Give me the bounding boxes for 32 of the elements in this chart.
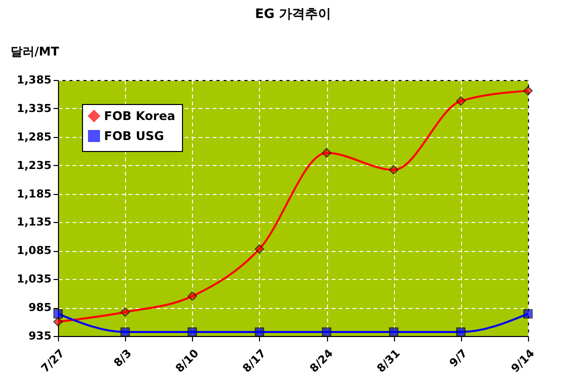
point	[389, 165, 398, 175]
y-tick-label: 1,085	[16, 244, 52, 258]
y-tick-label: 1,135	[16, 216, 52, 229]
x-tick-label: 9/7	[446, 346, 470, 370]
y-tick-label: 1,385	[16, 74, 52, 86]
point	[456, 327, 466, 337]
point	[120, 307, 130, 317]
y-tick-label: 1,285	[16, 130, 52, 144]
point	[188, 291, 197, 301]
point	[53, 309, 63, 318]
point	[523, 309, 533, 318]
legend-label: FOB USG	[104, 129, 164, 143]
y-tick-label: 1,335	[16, 102, 52, 115]
point	[322, 327, 332, 337]
y-tick-label: 1,185	[16, 187, 52, 200]
point	[456, 96, 466, 106]
point	[53, 317, 63, 326]
point	[120, 327, 130, 337]
y-tick-label: 1,035	[16, 272, 52, 286]
y-tick-label: 1,235	[16, 158, 52, 172]
x-tick-label: 8/3	[111, 346, 134, 370]
point	[188, 327, 197, 337]
y-tick-label: 935	[28, 330, 52, 342]
point	[389, 327, 398, 337]
chart-title: EG 가격추이	[254, 7, 332, 22]
point	[254, 244, 264, 254]
point	[254, 327, 264, 337]
point	[322, 148, 332, 158]
point	[523, 86, 533, 96]
legend-label: FOB Korea	[104, 109, 176, 123]
y-tick-label: 985	[28, 301, 52, 314]
y-axis-title: 달러/MT	[10, 44, 60, 58]
